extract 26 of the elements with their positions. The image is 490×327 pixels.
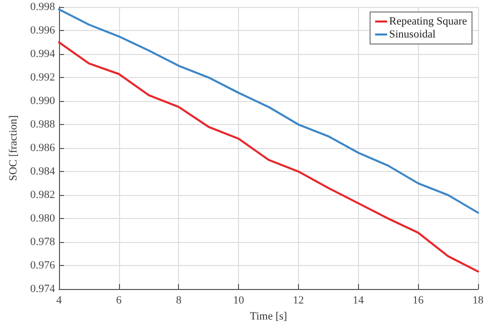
y-tick-label: 0.984 [30,166,56,178]
y-tick-label: 0.982 [30,189,55,202]
y-axis-title: SOC [fraction] [8,115,20,181]
y-tick-label: 0.974 [30,283,56,296]
x-tick-label: 12 [292,294,304,307]
x-tick-label: 18 [472,294,484,307]
x-axis-title: Time [s] [250,310,288,322]
y-tick-label: 0.998 [30,1,56,13]
x-tick-label: 14 [352,294,364,307]
x-tick-label: 16 [412,294,424,307]
y-tick-label: 0.992 [30,72,55,84]
y-tick-label: 0.988 [30,118,56,131]
legend-label: Repeating Square [389,16,468,28]
y-tick-label: 0.986 [30,142,56,154]
x-tick-label: 6 [116,294,122,307]
y-tick-label: 0.976 [30,260,56,272]
y-tick-label: 0.996 [30,24,56,37]
x-tick-label: 4 [56,294,62,307]
y-tick-label: 0.978 [30,236,56,248]
y-tick-label: 0.994 [30,48,56,60]
y-tick-label: 0.980 [30,212,56,225]
line-series [58,41,479,272]
legend-label: Sinusoidal [389,28,436,40]
x-tick-label: 10 [233,294,245,307]
y-tick-label: 0.990 [30,95,56,108]
x-tick-label: 8 [176,294,182,307]
